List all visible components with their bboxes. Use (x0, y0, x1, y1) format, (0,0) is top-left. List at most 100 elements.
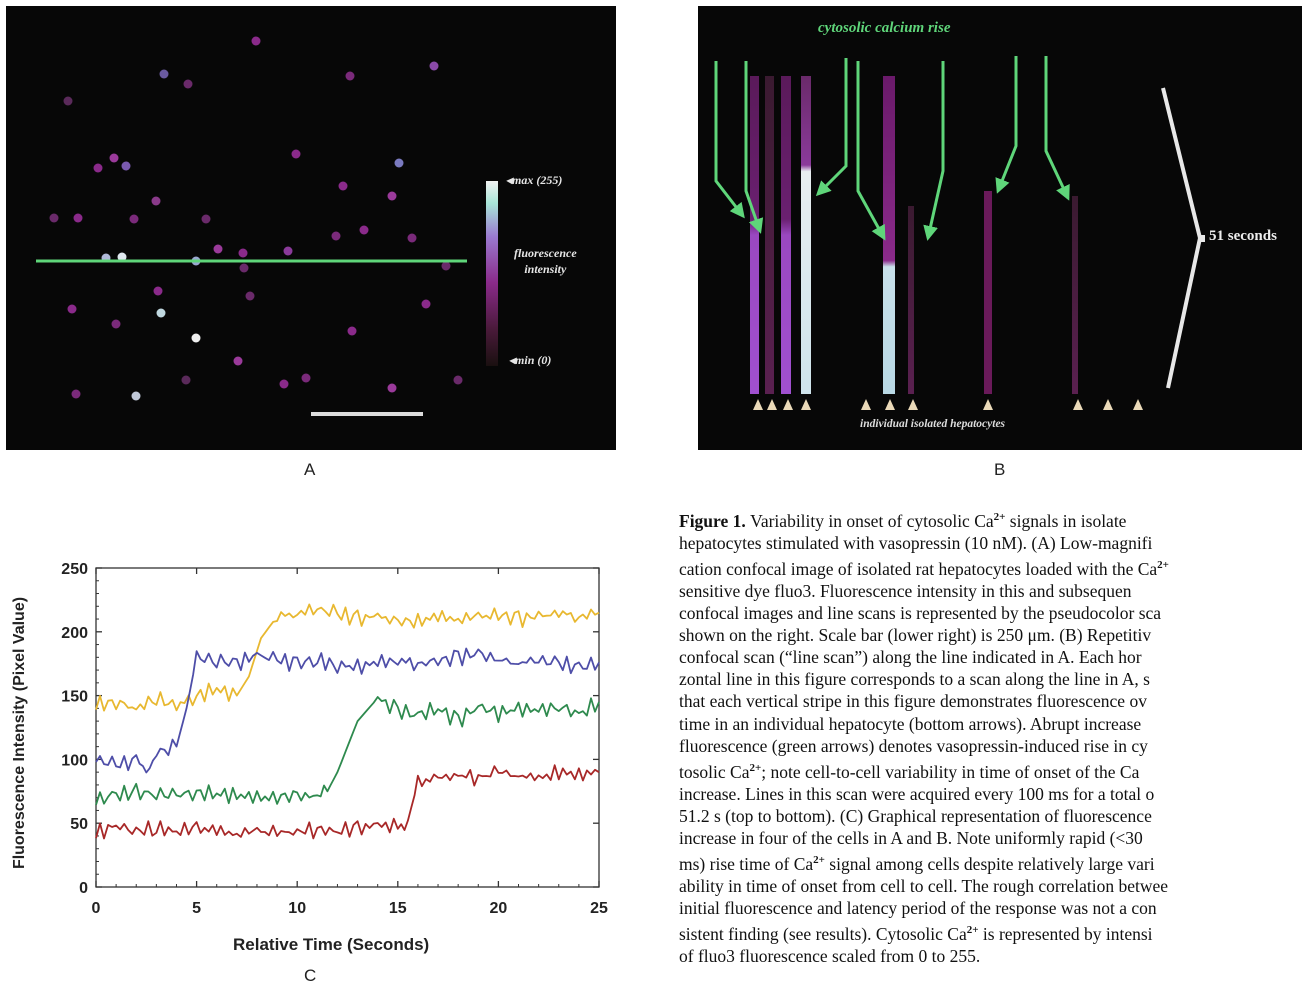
caption-line: cation confocal image of isolated rat he… (679, 558, 1169, 579)
hepatocyte-marker (801, 399, 811, 410)
legend-title-line1: fluorescence (514, 246, 577, 260)
cell-dot (245, 291, 255, 301)
stripe (801, 76, 811, 394)
hepatocyte-marker (1133, 399, 1143, 410)
panel-c-letter: C (304, 966, 317, 985)
legend-max-arrow: ◂ (506, 173, 513, 187)
line-scan-stripes (750, 76, 1078, 394)
caption-lead: Figure 1. (679, 510, 751, 531)
cell-dot (49, 213, 59, 223)
green-arrow (1044, 56, 1070, 201)
cell-dot (238, 248, 248, 258)
hepatocyte-marker (885, 399, 895, 410)
scale-bar (311, 412, 423, 416)
y-tick-label: 150 (61, 689, 88, 706)
series-line (95, 764, 600, 840)
legend-title-line2: intensity (524, 262, 567, 276)
hepatocyte-marker (753, 399, 763, 410)
panel-a-image: ◂max (255) fluorescence intensity ◂min (… (6, 6, 616, 450)
caption-line: ability in time of onset from cell to ce… (679, 875, 1169, 896)
series-line (95, 603, 600, 712)
caption-line: hepatocytes stimulated with vasopressin … (679, 532, 1153, 553)
caption-line: that each vertical stripe in this figure… (679, 691, 1147, 712)
green-arrow (744, 61, 764, 234)
bottom-label: individual isolated hepatocytes (860, 418, 1006, 430)
chart-xlabel: Relative Time (Seconds) (233, 935, 430, 954)
panel-a-letter: A (304, 460, 316, 479)
cell-dot (394, 158, 404, 168)
cell-dot (156, 308, 166, 318)
cell-dot (407, 233, 417, 243)
cell-dot (153, 286, 163, 296)
panel-b-image: cytosolic calcium rise 51 seconds indivi… (698, 6, 1302, 450)
y-tick-label: 250 (61, 561, 88, 578)
x-tick-label: 5 (192, 900, 201, 917)
time-bracket (1161, 87, 1203, 389)
hepatocyte-marker (861, 399, 871, 410)
cell-dot (183, 79, 193, 89)
caption-line: 51.2 s (top to bottom). (C) Graphical re… (679, 805, 1152, 826)
cell-dot (181, 375, 191, 385)
chart-series (95, 603, 600, 840)
caption-line: increase. Lines in this scan were acquir… (679, 783, 1155, 804)
caption-line: time in an individual hepatocyte (bottom… (679, 713, 1142, 734)
cell-dot (421, 299, 431, 309)
cell-dot (151, 196, 161, 206)
cell-dot (301, 373, 311, 383)
stripe (883, 76, 895, 394)
colorbar (486, 181, 498, 366)
stripe (781, 76, 791, 394)
figure-caption: Figure 1. Variability in onset of cytoso… (679, 506, 1302, 967)
caption-line: ms) rise time of Ca2+ signal among cells… (679, 853, 1155, 874)
plot-frame (95, 567, 600, 888)
hepatocyte-marker (1103, 399, 1113, 410)
caption-line: of fluo3 fluorescence scaled from 0 to 2… (679, 945, 981, 966)
stripe (1072, 196, 1078, 394)
cell-dot (331, 231, 341, 241)
legend-max-label: ◂max (255) (506, 173, 563, 187)
caption-line: Figure 1. Variability in onset of cytoso… (679, 510, 1127, 531)
green-arrow (714, 61, 745, 219)
hepatocyte-marker (1073, 399, 1083, 410)
series-line (95, 647, 600, 774)
green-arrow (995, 56, 1018, 194)
y-tick-label: 50 (70, 816, 88, 833)
caption-line: increase in four of the cells in A and B… (679, 827, 1143, 848)
cell-dot (359, 225, 369, 235)
cell-dot (239, 263, 249, 273)
y-tick-label: 200 (61, 625, 88, 642)
stripe (750, 76, 759, 394)
stripe (765, 76, 774, 394)
cell-dot (347, 326, 357, 336)
cell-dot (71, 389, 81, 399)
cell-dot (453, 375, 463, 385)
caption-line: zontal line in this figure corresponds t… (679, 669, 1150, 690)
cell-dot (63, 96, 73, 106)
cell-dot (67, 304, 77, 314)
cell-dot (131, 391, 141, 401)
cell-dot (233, 356, 243, 366)
cell-dot (117, 252, 127, 262)
x-tick-label: 20 (490, 900, 508, 917)
stripe (908, 206, 914, 394)
cell-dot (291, 149, 301, 159)
y-tick-label: 100 (61, 752, 88, 769)
series-line (95, 696, 600, 806)
chart-ylabel: Fluorescence Intensity (Pixel Value) (11, 596, 28, 870)
caption-line: fluorescence (green arrows) denotes vaso… (679, 735, 1148, 756)
cell-dot (387, 191, 397, 201)
cell-dot (191, 333, 201, 343)
x-tick-label: 0 (92, 900, 101, 917)
green-arrow (815, 58, 848, 197)
caption-line: confocal images and line scans is repres… (679, 603, 1162, 624)
cell-dot (279, 379, 289, 389)
cell-dot (283, 246, 293, 256)
cell-dot (201, 214, 211, 224)
cell-dot (159, 69, 169, 79)
legend-min-arrow: ◂ (509, 353, 516, 367)
green-arrow (856, 61, 886, 241)
caption-line: initial fluorescence and latency period … (679, 897, 1157, 918)
cell-dot (251, 36, 261, 46)
